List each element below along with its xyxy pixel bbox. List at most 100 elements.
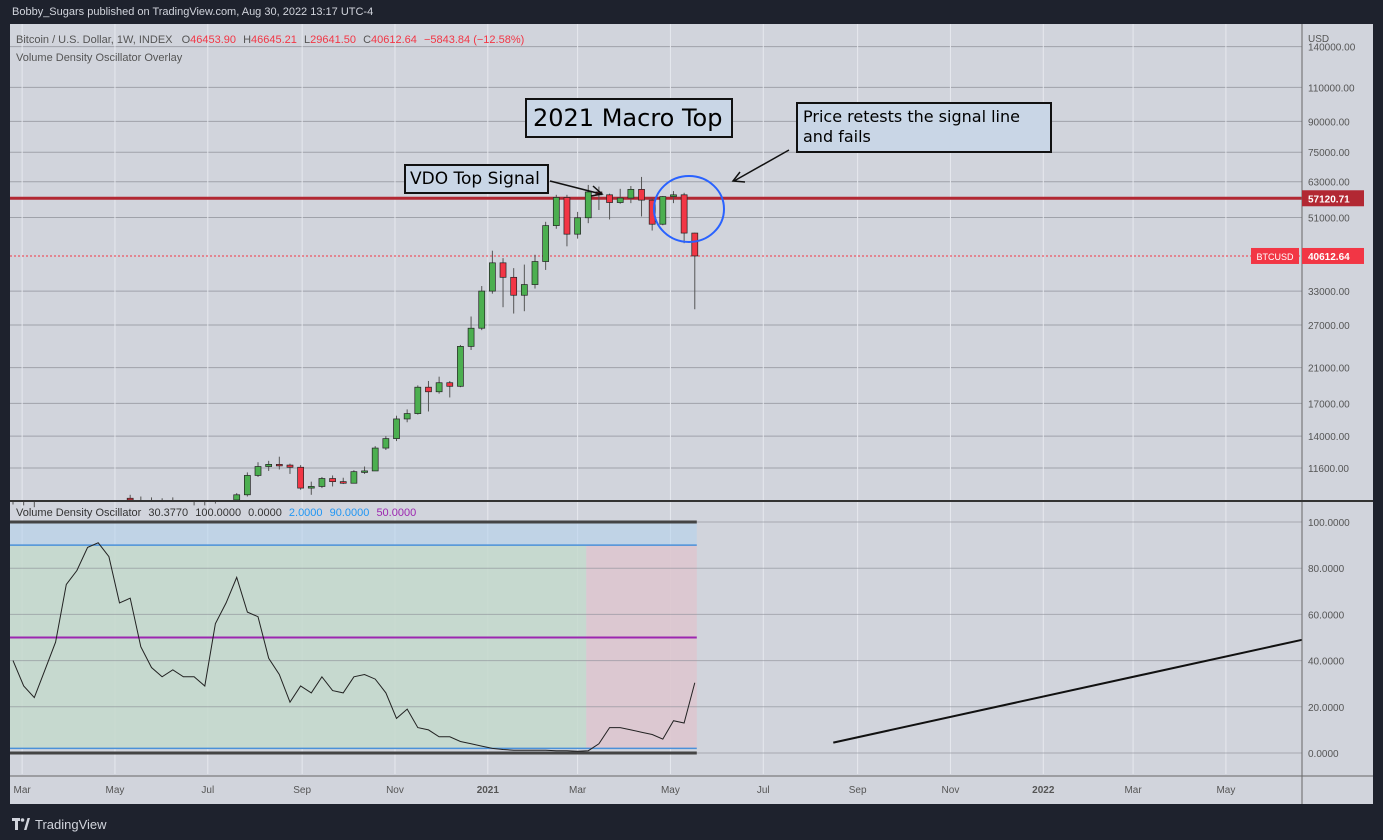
price-tick-label: 33000.00 bbox=[1308, 287, 1350, 298]
candle-body bbox=[403, 413, 411, 420]
price-tick-label: 140000.00 bbox=[1308, 43, 1356, 54]
candle-body bbox=[659, 196, 667, 225]
time-tick-label: Jul bbox=[757, 785, 770, 796]
candle-body bbox=[435, 382, 443, 393]
candle-body bbox=[520, 284, 528, 296]
candle-body bbox=[499, 262, 507, 278]
candle-body bbox=[329, 478, 336, 482]
high-value: 46645.21 bbox=[251, 34, 297, 46]
price-tick-label: 110000.00 bbox=[1308, 83, 1355, 94]
osc-tick-label: 0.0000 bbox=[1308, 749, 1339, 760]
axes-group: 140000.00 110000.00 90000.00 75000.00 63000.… bbox=[10, 24, 1373, 804]
price-tick-label: 90000.00 bbox=[1308, 117, 1350, 128]
candle-body bbox=[307, 486, 315, 489]
tradingview-logo-icon bbox=[12, 818, 30, 830]
candle-body bbox=[318, 478, 326, 487]
footer-bar: TradingView bbox=[0, 808, 1383, 840]
main-legend: Bitcoin / U.S. Dollar, 1W, INDEX O46453.… bbox=[16, 34, 524, 46]
candle-body bbox=[574, 217, 581, 235]
publish-line: Bobby_Sugars published on TradingView.co… bbox=[12, 6, 374, 18]
candle-body bbox=[680, 194, 688, 234]
candle-body bbox=[584, 191, 592, 219]
time-tick-label: 2022 bbox=[1032, 785, 1055, 796]
candle-body bbox=[467, 327, 475, 347]
chart-svg[interactable]: 140000.00 110000.00 90000.00 75000.00 63000.… bbox=[10, 24, 1373, 804]
low-value: 29641.50 bbox=[310, 34, 356, 46]
candle-body bbox=[638, 189, 645, 201]
macro-top-annotation: 2021 Macro Top bbox=[525, 98, 733, 138]
time-tick-label: 2021 bbox=[477, 785, 500, 796]
overlay-legend: Volume Density Oscillator Overlay bbox=[16, 52, 183, 64]
oscillator-legend: Volume Density Oscillator 30.3770 100.00… bbox=[16, 507, 416, 519]
candle-body bbox=[563, 197, 571, 235]
candle-body bbox=[510, 276, 518, 296]
time-tick-label: Jul bbox=[201, 785, 214, 796]
time-tick-label: May bbox=[1216, 785, 1235, 796]
annotations-group bbox=[549, 149, 790, 243]
candle-body bbox=[393, 418, 400, 439]
signal-price-tag bbox=[1302, 190, 1364, 207]
chart-area[interactable]: 140000.00 110000.00 90000.00 75000.00 63000.… bbox=[10, 24, 1373, 804]
osc-value-6: 50.0000 bbox=[376, 507, 417, 519]
candle-body bbox=[350, 471, 358, 484]
candle-body bbox=[254, 466, 262, 476]
oscillator-group bbox=[10, 520, 1303, 755]
candle-body bbox=[371, 447, 379, 472]
close-value: 40612.64 bbox=[371, 34, 417, 46]
candle-body bbox=[265, 464, 273, 467]
candle-body bbox=[446, 382, 454, 387]
candle-body bbox=[670, 194, 677, 197]
osc-name: Volume Density Oscillator bbox=[16, 507, 142, 519]
osc-value-5: 90.0000 bbox=[329, 507, 370, 519]
candle-body bbox=[542, 225, 549, 262]
candle-body bbox=[126, 497, 134, 501]
osc-value-1: 30.3770 bbox=[148, 507, 189, 519]
retest-circle bbox=[653, 175, 725, 243]
price-tick-label: 21000.00 bbox=[1308, 364, 1350, 375]
candle-body bbox=[478, 290, 486, 329]
change-value: −5843.84 (−12.58%) bbox=[423, 34, 525, 46]
time-tick-label: May bbox=[106, 785, 125, 796]
candle-body bbox=[457, 346, 464, 387]
price-tick-label: 14000.00 bbox=[1308, 432, 1350, 443]
candle-body bbox=[552, 197, 560, 226]
currency-label: USD bbox=[1308, 34, 1329, 45]
candle-body bbox=[648, 199, 656, 225]
signal-line-group bbox=[10, 196, 1302, 257]
retest-line-1: Price retests the signal line bbox=[803, 107, 1020, 126]
price-tick-label: 11600.00 bbox=[1308, 464, 1349, 475]
candle-body bbox=[361, 470, 368, 473]
price-tick-label: 63000.00 bbox=[1308, 178, 1350, 189]
time-tick-label: Mar bbox=[14, 785, 32, 796]
osc-top-zone bbox=[10, 522, 697, 546]
price-tick-label: 27000.00 bbox=[1308, 321, 1350, 332]
candle-body bbox=[233, 494, 241, 501]
symbol-tag-bg bbox=[1251, 247, 1299, 264]
tradingview-logo[interactable]: TradingView bbox=[12, 817, 107, 832]
osc-tick-label: 20.0000 bbox=[1308, 703, 1345, 714]
brand-label: TradingView bbox=[35, 816, 107, 832]
symbol-tag-label: BTCUSD bbox=[1256, 252, 1294, 262]
price-tick-label: 17000.00 bbox=[1308, 399, 1350, 410]
candle-body bbox=[627, 189, 635, 199]
retest-line-2: and fails bbox=[803, 127, 871, 146]
candle-body bbox=[244, 475, 251, 496]
osc-top-signal-zone bbox=[586, 545, 697, 749]
osc-tick-label: 100.0000 bbox=[1308, 518, 1350, 529]
osc-tick-label: 80.0000 bbox=[1308, 564, 1345, 575]
last-price-label: 40612.64 bbox=[1308, 252, 1350, 263]
publish-header: Bobby_Sugars published on TradingView.co… bbox=[0, 0, 1383, 24]
open-value: 46453.90 bbox=[190, 34, 237, 46]
candle-body bbox=[425, 386, 432, 393]
symbol-label: Bitcoin / U.S. Dollar, 1W, INDEX bbox=[16, 34, 173, 46]
close-label: C bbox=[363, 34, 372, 46]
candle-body bbox=[531, 261, 539, 285]
price-tick-label: 51000.00 bbox=[1308, 213, 1350, 224]
osc-tick-label: 60.0000 bbox=[1308, 610, 1345, 621]
candle-body bbox=[382, 438, 390, 449]
candle-body bbox=[286, 464, 294, 468]
vdo-signal-annotation: VDO Top Signal bbox=[404, 164, 549, 194]
vdo-arrow-head bbox=[590, 185, 604, 197]
signal-price-label: 57120.71 bbox=[1308, 194, 1350, 205]
open-label: O bbox=[181, 34, 191, 46]
